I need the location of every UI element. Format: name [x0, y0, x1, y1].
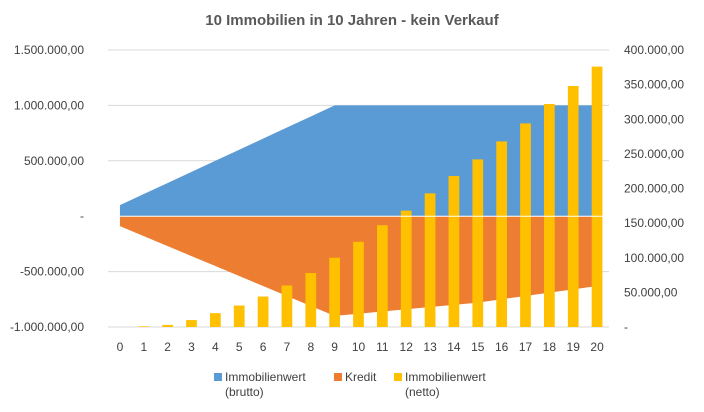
bar-11 — [376, 225, 388, 327]
right-tick-label: 200.000,00 — [624, 182, 684, 196]
legend-label: Immobilienwert — [405, 370, 486, 384]
bar-series — [138, 66, 603, 328]
left-tick-label: 500.000,00 — [24, 154, 84, 168]
bar-7 — [281, 285, 293, 327]
legend-swatch-1 — [334, 373, 342, 381]
bar-14 — [448, 176, 460, 327]
right-tick-label: - — [624, 320, 628, 334]
legend-swatch-2 — [394, 373, 402, 381]
x-tick-label: 1 — [140, 340, 147, 354]
left-tick-label: - — [80, 209, 84, 223]
bar-15 — [472, 159, 484, 327]
left-tick-label: 1.000.000,00 — [14, 98, 84, 112]
x-tick-label: 0 — [117, 340, 124, 354]
bar-3 — [186, 320, 197, 327]
left-axis: -1.000.000,00-500.000,00-500.000,001.000… — [10, 43, 84, 334]
legend: Immobilienwert(brutto)Kredit Immobilienwe… — [214, 370, 486, 399]
bar-2 — [162, 324, 174, 327]
bar-8 — [305, 272, 317, 327]
x-tick-label: 6 — [260, 340, 267, 354]
bar-10 — [353, 241, 364, 327]
x-tick-label: 8 — [307, 340, 314, 354]
x-tick-label: 5 — [236, 340, 243, 354]
x-tick-label: 9 — [331, 340, 338, 354]
left-tick-label: -1.000.000,00 — [10, 320, 84, 334]
right-tick-label: 100.000,00 — [624, 251, 684, 265]
x-tick-label: 12 — [400, 340, 414, 354]
right-tick-label: 300.000,00 — [624, 112, 684, 126]
right-tick-label: 350.000,00 — [624, 78, 684, 92]
right-axis: - 50.000,00 100.000,00 150.000,00 200.000,00… — [624, 43, 684, 334]
bar-4 — [209, 313, 221, 327]
x-tick-label: 17 — [519, 340, 533, 354]
right-tick-label: 400.000,00 — [624, 43, 684, 57]
bar-18 — [543, 104, 555, 327]
bar-1 — [138, 326, 150, 327]
x-tick-label: 13 — [423, 340, 437, 354]
bar-5 — [233, 305, 245, 327]
x-tick-label: 4 — [212, 340, 219, 354]
left-tick-label: -500.000,00 — [20, 265, 84, 279]
left-tick-label: 1.500.000,00 — [14, 43, 84, 57]
legend-label: Immobilienwert — [225, 370, 306, 384]
x-tick-label: 16 — [495, 340, 509, 354]
bar-19 — [567, 86, 579, 327]
chart-title: 10 Immobilien in 10 Jahren - kein Verkau… — [205, 12, 499, 29]
bar-12 — [400, 210, 412, 327]
bar-13 — [424, 193, 436, 327]
x-tick-label: 19 — [567, 340, 581, 354]
legend-label: (netto) — [405, 385, 440, 399]
x-tick-label: 2 — [164, 340, 171, 354]
bar-9 — [329, 257, 341, 327]
legend-swatch-0 — [214, 373, 222, 381]
bar-20 — [591, 66, 603, 328]
legend-label: (brutto) — [225, 385, 264, 399]
bar-6 — [257, 296, 269, 327]
right-tick-label: 250.000,00 — [624, 147, 684, 161]
x-tick-label: 10 — [352, 340, 366, 354]
bar-16 — [496, 141, 508, 327]
x-tick-label: 11 — [376, 340, 389, 354]
bar-17 — [520, 123, 531, 327]
x-tick-label: 20 — [590, 340, 604, 354]
x-tick-label: 18 — [543, 340, 557, 354]
right-tick-label: 50.000,00 — [624, 285, 678, 299]
x-tick-label: 15 — [471, 340, 485, 354]
x-tick-label: 3 — [188, 340, 195, 354]
x-axis: 0 1 2 3 4 5 6 7 8 9 10 11 12 13 14 15 16 17 18 19 20 — [117, 340, 604, 354]
legend-label: Kredit — [345, 370, 377, 384]
right-tick-label: 150.000,00 — [624, 216, 684, 230]
x-tick-label: 7 — [284, 340, 291, 354]
x-tick-label: 14 — [447, 340, 461, 354]
